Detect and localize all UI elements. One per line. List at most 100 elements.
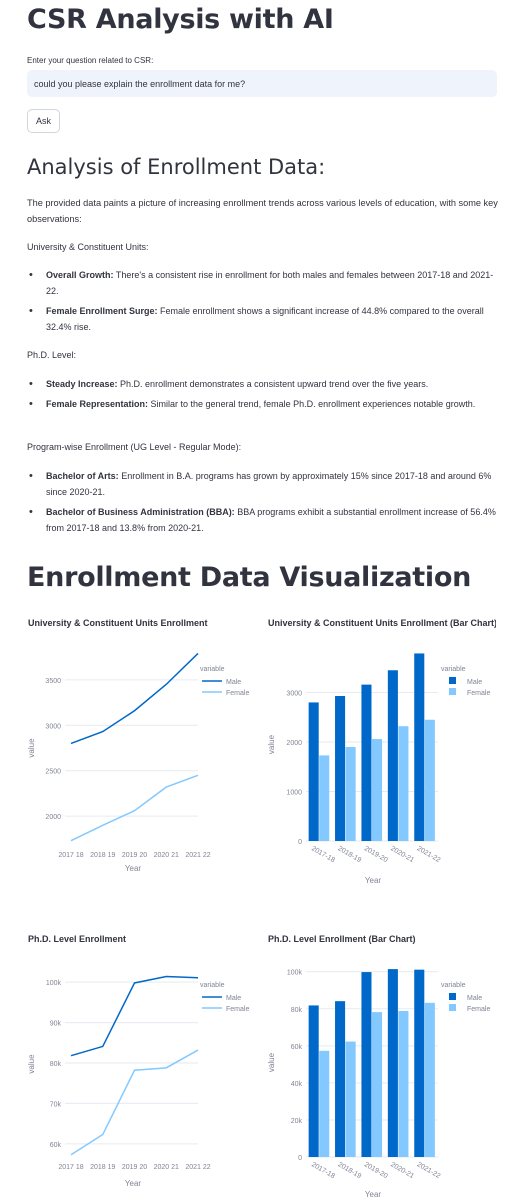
x-tick-label: 2018-19	[336, 1161, 362, 1180]
y-axis-title: value	[27, 1054, 36, 1074]
section-list-program: Bachelor of Arts: Enrollment in B.A. pro…	[27, 468, 497, 540]
x-tick-label: 2021-22	[416, 1161, 442, 1180]
item-label: Bachelor of Business Administration (BBA…	[46, 507, 235, 517]
bar-female	[345, 1041, 356, 1157]
bar-male	[361, 972, 372, 1157]
bar-male	[335, 696, 346, 841]
y-tick-label: 1000	[286, 790, 302, 797]
y-tick-label: 40k	[291, 1081, 303, 1088]
bar-female	[372, 739, 383, 841]
question-input[interactable]	[27, 70, 497, 97]
chart-title-university-bar: University & Constituent Units Enrollmen…	[268, 618, 496, 628]
series-line-male	[70, 975, 199, 1057]
item-text: Similar to the general trend, female Ph.…	[148, 399, 476, 409]
x-tick-label: 2019 20	[122, 852, 147, 859]
item-text: BBA programs exhibit a substantial enrol…	[46, 507, 496, 533]
bar-male	[387, 969, 398, 1157]
y-tick-label: 3000	[45, 723, 61, 730]
list-item: Female Representation: Similar to the ge…	[27, 396, 497, 412]
x-axis-title: Year	[125, 1179, 142, 1188]
x-tick-label: 2020 21	[154, 1164, 179, 1171]
y-tick-label: 60k	[50, 1142, 62, 1149]
y-tick-label: 0	[298, 1155, 302, 1162]
section-list-university: Overall Growth: There's a consistent ris…	[27, 267, 497, 339]
chart-title-university-line: University & Constituent Units Enrollmen…	[28, 618, 208, 628]
x-axis-title: Year	[125, 864, 142, 873]
bar-female	[372, 1012, 383, 1157]
y-tick-label: 2500	[45, 769, 61, 776]
legend-swatch-male	[449, 677, 456, 684]
x-tick-label: 2019 20	[122, 1164, 147, 1171]
item-text: Ph.D. enrollment demonstrates a consiste…	[117, 379, 429, 389]
bar-male	[335, 1001, 346, 1157]
x-tick-label: 2020-21	[389, 1161, 415, 1180]
bar-female	[424, 1002, 435, 1157]
legend-swatch-male	[449, 993, 456, 1000]
bar-female	[319, 1050, 330, 1157]
bar-male	[308, 1005, 319, 1157]
x-tick-label: 2017-18	[310, 1161, 336, 1180]
question-label: Enter your question related to CSR:	[27, 56, 154, 65]
legend-label: Female	[467, 1006, 490, 1013]
section-list-phd: Steady Increase: Ph.D. enrollment demons…	[27, 376, 497, 416]
x-tick-label: 2019-20	[363, 1161, 389, 1180]
series-line-female	[70, 774, 199, 842]
y-axis-title: value	[267, 734, 276, 754]
visualization-heading: Enrollment Data Visualization	[27, 562, 472, 593]
chart-title-phd-line: Ph.D. Level Enrollment	[28, 934, 127, 944]
y-tick-label: 2000	[286, 740, 302, 747]
ask-button[interactable]: Ask	[27, 109, 60, 133]
bar-male	[414, 653, 425, 841]
x-tick-label: 2018 19	[90, 852, 115, 859]
list-item: Female Enrollment Surge: Female enrollme…	[27, 303, 497, 335]
y-tick-label: 3500	[45, 678, 61, 685]
series-line-female	[70, 1049, 199, 1156]
x-tick-label: 2018 19	[90, 1164, 115, 1171]
bar-female	[319, 755, 330, 841]
legend-swatch-female	[449, 1004, 456, 1011]
x-tick-label: 2017 18	[58, 1164, 83, 1171]
y-axis-title: value	[27, 738, 36, 758]
section-heading-program: Program-wise Enrollment (UG Level - Regu…	[27, 442, 242, 452]
y-tick-label: 0	[298, 839, 302, 846]
analysis-intro: The provided data paints a picture of in…	[27, 198, 498, 224]
legend-label: Female	[467, 690, 490, 697]
legend-title: variable	[441, 982, 466, 989]
y-tick-label: 60k	[291, 1044, 303, 1051]
x-tick-label: 2020 21	[154, 852, 179, 859]
item-label: Bachelor of Arts:	[46, 471, 119, 481]
bar-female	[398, 726, 409, 841]
list-item: Steady Increase: Ph.D. enrollment demons…	[27, 376, 497, 392]
section-heading-phd: Ph.D. Level:	[27, 350, 77, 360]
y-tick-label: 70k	[50, 1101, 62, 1108]
legend-label: Male	[467, 995, 482, 1002]
bar-male	[387, 670, 398, 841]
y-tick-label: 100k	[287, 970, 303, 977]
legend-title: variable	[441, 666, 466, 673]
item-label: Overall Growth:	[46, 270, 114, 280]
item-label: Female Representation:	[46, 399, 149, 409]
legend-label: Female	[226, 690, 249, 697]
x-tick-label: 2021 22	[185, 852, 210, 859]
y-tick-label: 90k	[50, 1021, 62, 1028]
y-tick-label: 20k	[291, 1118, 303, 1125]
x-tick-label: 2017 18	[58, 852, 83, 859]
x-axis-title: Year	[365, 876, 382, 885]
legend-label: Male	[226, 679, 241, 686]
y-tick-label: 80k	[50, 1061, 62, 1068]
chart-title-phd-bar: Ph.D. Level Enrollment (Bar Chart)	[268, 934, 416, 944]
legend-label: Male	[226, 995, 241, 1002]
item-text: There's a consistent rise in enrollment …	[46, 270, 494, 296]
bar-female	[398, 1010, 409, 1157]
bar-male	[361, 684, 372, 841]
legend-label: Male	[467, 679, 482, 686]
legend-swatch-female	[449, 688, 456, 695]
item-text: Enrollment in B.A. programs has grown by…	[46, 471, 492, 497]
series-line-male	[70, 652, 199, 745]
y-tick-label: 100k	[46, 980, 62, 987]
list-item: Bachelor of Arts: Enrollment in B.A. pro…	[27, 468, 497, 500]
